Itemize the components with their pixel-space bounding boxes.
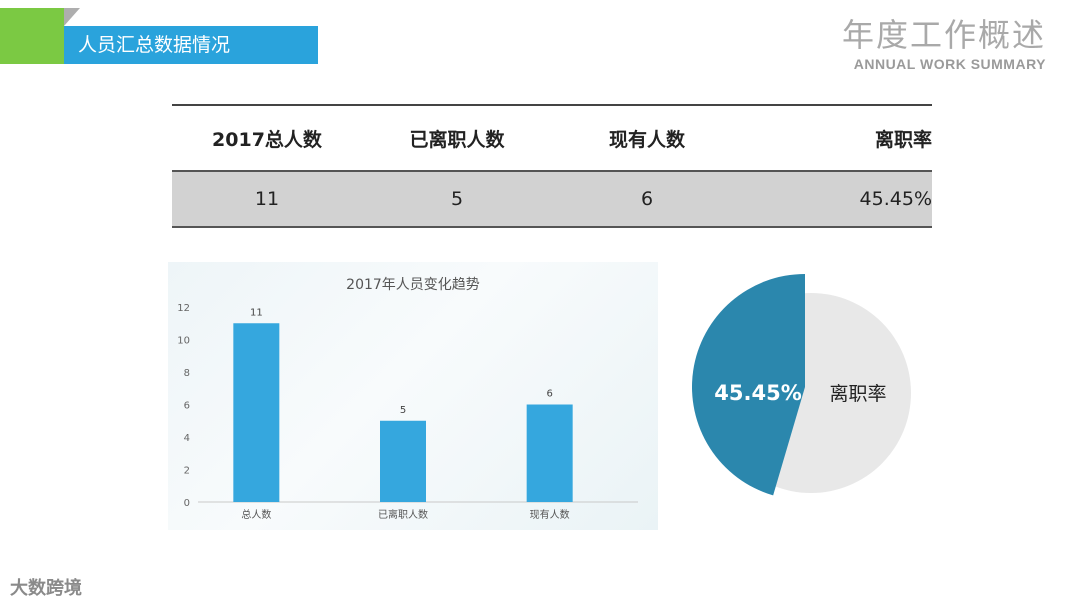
- chart-title: 2017年人员变化趋势: [346, 277, 480, 293]
- bar-data-label: 11: [250, 307, 263, 318]
- bar-data-label: 6: [546, 389, 552, 400]
- header-current: 现有人数: [608, 128, 685, 151]
- table-rule-bottom: [172, 226, 932, 228]
- y-tick-label: 0: [184, 498, 190, 509]
- table-row: 11 5 6 45.45%: [172, 172, 932, 226]
- value-left: 5: [450, 188, 464, 210]
- x-tick-label: 现有人数: [530, 508, 570, 521]
- header-total: 2017总人数: [212, 128, 322, 151]
- y-tick-label: 12: [177, 303, 190, 314]
- table-rule-top: [172, 104, 932, 106]
- page-title: 年度工作概述: [841, 16, 1046, 54]
- bar: [380, 420, 426, 502]
- header-fold: [64, 8, 80, 26]
- value-total: 11: [254, 188, 280, 210]
- bar-chart-panel: 2017年人员变化趋势 0 2 4 6 8 10 12 11 总人数 5 已离职人数 6 现有人数: [168, 262, 658, 530]
- pie-chart-panel: 45.45% 离职率: [690, 272, 920, 502]
- y-tick-label: 2: [184, 466, 190, 477]
- header-accent: [0, 8, 64, 64]
- y-tick-label: 4: [184, 433, 190, 444]
- pie-category-label: 离职率: [829, 383, 886, 405]
- value-rate: 45.45%: [859, 188, 932, 210]
- pie-slice-rate: [692, 274, 805, 496]
- bar: [233, 323, 280, 502]
- summary-table: 2017总人数 已离职人数 现有人数 离职率 11 5 6 45.45%: [172, 104, 932, 228]
- bar-data-label: 5: [400, 405, 406, 416]
- pie-chart: 45.45% 离职率: [692, 274, 911, 496]
- table-rule-mid: [172, 170, 932, 172]
- y-tick-label: 8: [184, 368, 190, 379]
- table-header-row: 2017总人数 已离职人数 现有人数 离职率: [172, 106, 932, 170]
- bar-chart: 2017年人员变化趋势 0 2 4 6 8 10 12 11 总人数 5 已离职人数 6 现有人数: [177, 277, 638, 521]
- pie-value-label: 45.45%: [714, 381, 801, 405]
- x-tick-label: 总人数: [241, 508, 271, 521]
- x-tick-label: 已离职人数: [378, 508, 428, 521]
- bar: [526, 404, 573, 502]
- y-tick-label: 10: [177, 336, 190, 347]
- header-rate: 离职率: [874, 128, 932, 151]
- header-left: 已离职人数: [409, 128, 505, 151]
- value-current: 6: [640, 188, 654, 210]
- y-tick-label: 6: [184, 401, 190, 412]
- watermark: 大数跨境: [10, 578, 82, 599]
- page-subtitle: ANNUAL WORK SUMMARY: [853, 56, 1046, 72]
- section-title: 人员汇总数据情况: [64, 26, 318, 64]
